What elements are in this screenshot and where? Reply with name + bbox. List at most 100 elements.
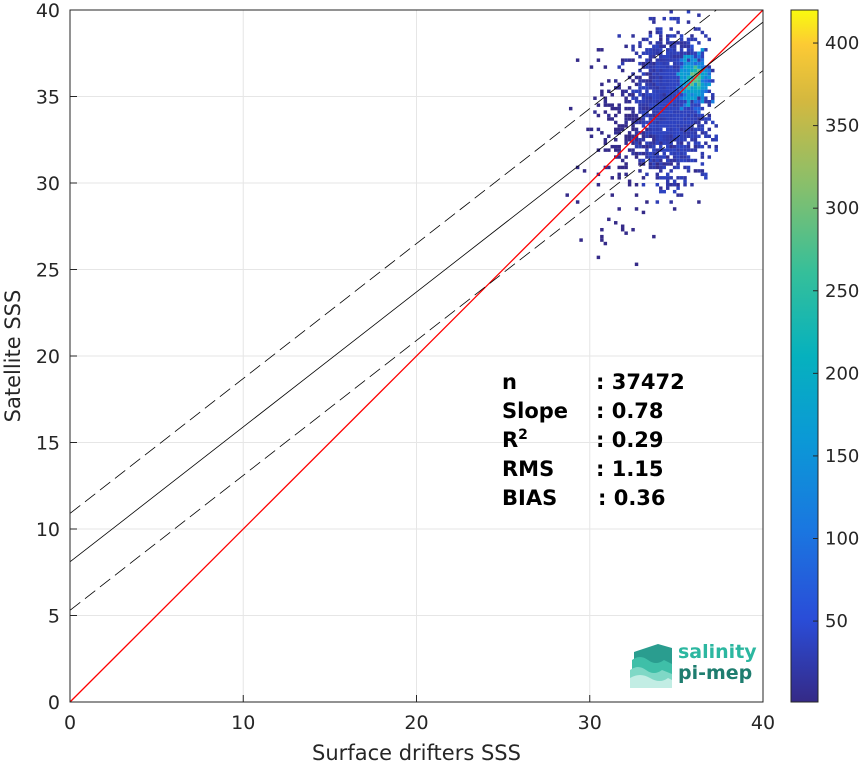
density-cell <box>672 120 677 125</box>
reference-lines <box>69 9 764 703</box>
density-cell <box>614 120 618 125</box>
density-cell <box>648 68 653 73</box>
density-cell <box>697 61 701 66</box>
density-cell <box>672 189 677 194</box>
density-cell <box>641 183 646 187</box>
density-cell <box>662 138 666 142</box>
density-cell <box>600 89 604 94</box>
density-cell <box>617 86 621 90</box>
density-cell <box>638 106 642 111</box>
density-cell <box>648 72 653 76</box>
density-cell <box>645 151 649 156</box>
density-cell <box>648 99 653 104</box>
density-cell <box>669 58 673 62</box>
stat-slope-value: : 0.78 <box>596 399 664 423</box>
density-cell <box>665 89 670 94</box>
density-cell <box>634 193 639 197</box>
density-cell <box>631 117 635 121</box>
density-cell <box>704 120 708 125</box>
density-cell <box>693 54 698 59</box>
density-cell <box>679 158 684 163</box>
density-cell <box>683 144 687 149</box>
density-cell <box>672 124 677 128</box>
density-cell <box>648 34 653 38</box>
density-cell <box>683 93 687 97</box>
density-cell <box>711 68 715 73</box>
y-tick-label: 40 <box>36 0 60 22</box>
density-cell <box>704 117 708 121</box>
density-cell <box>624 44 628 49</box>
density-cell <box>683 117 687 121</box>
density-cell <box>669 79 673 83</box>
density-cell <box>665 72 670 76</box>
density-cell <box>690 99 694 104</box>
density-cell <box>655 138 660 142</box>
density-cell <box>617 155 621 159</box>
density-cell <box>707 89 712 94</box>
density-cell <box>641 99 646 104</box>
density-cell <box>641 79 646 83</box>
density-cell <box>641 131 646 135</box>
density-cell <box>655 48 660 52</box>
density-cell <box>631 34 635 38</box>
density-cell <box>645 65 649 69</box>
density-cell <box>676 162 680 166</box>
density-cell <box>652 234 656 239</box>
density-cell <box>617 127 621 132</box>
density-cell <box>652 96 656 100</box>
density-cell <box>631 79 635 83</box>
density-cell <box>655 110 660 114</box>
density-cell <box>631 89 635 94</box>
density-cell <box>697 141 701 145</box>
x-tick-label: 30 <box>578 712 602 734</box>
density-cell <box>655 134 660 139</box>
density-cell <box>676 148 680 152</box>
density-cell <box>655 75 660 80</box>
density-cell <box>669 65 673 69</box>
density-cell <box>607 89 611 94</box>
density-cell <box>683 155 687 159</box>
density-cell <box>672 86 677 90</box>
density-cell <box>589 134 594 139</box>
series-line-regression-fit <box>69 21 764 563</box>
density-cell <box>645 141 649 145</box>
density-cell <box>676 82 680 87</box>
density-cell <box>665 51 670 55</box>
density-cell <box>697 127 701 132</box>
density-cell <box>603 141 608 145</box>
density-cell <box>659 89 663 94</box>
density-cell <box>676 68 680 73</box>
density-cell <box>683 124 687 128</box>
density-cell <box>693 144 698 149</box>
density-cell <box>655 86 660 90</box>
density-cell <box>641 103 646 107</box>
density-cell <box>672 75 677 80</box>
density-cell <box>686 89 691 94</box>
density-cell <box>693 89 698 94</box>
density-cell <box>665 148 670 152</box>
density-cell <box>652 134 656 139</box>
density-cell <box>648 155 653 159</box>
density-cell <box>662 44 666 49</box>
density-cell <box>697 169 701 173</box>
series-line-fit-rms <box>69 9 717 514</box>
density-cell <box>652 89 656 94</box>
density-cell <box>652 72 656 76</box>
density-cell <box>693 127 698 132</box>
density-cell <box>641 37 646 42</box>
density-cell <box>672 183 677 187</box>
density-cell <box>679 144 684 149</box>
density-cell <box>665 127 670 132</box>
density-cell <box>700 162 705 166</box>
density-cell <box>669 82 673 87</box>
density-cell <box>679 44 684 49</box>
density-cell <box>652 165 656 170</box>
density-cell <box>662 65 666 69</box>
density-cell <box>693 103 698 107</box>
density-cell <box>627 93 632 97</box>
density-cell <box>617 172 621 177</box>
density-cell <box>711 93 715 97</box>
density-cell <box>617 124 621 128</box>
density-cell <box>648 93 653 97</box>
density-cell <box>652 151 656 156</box>
